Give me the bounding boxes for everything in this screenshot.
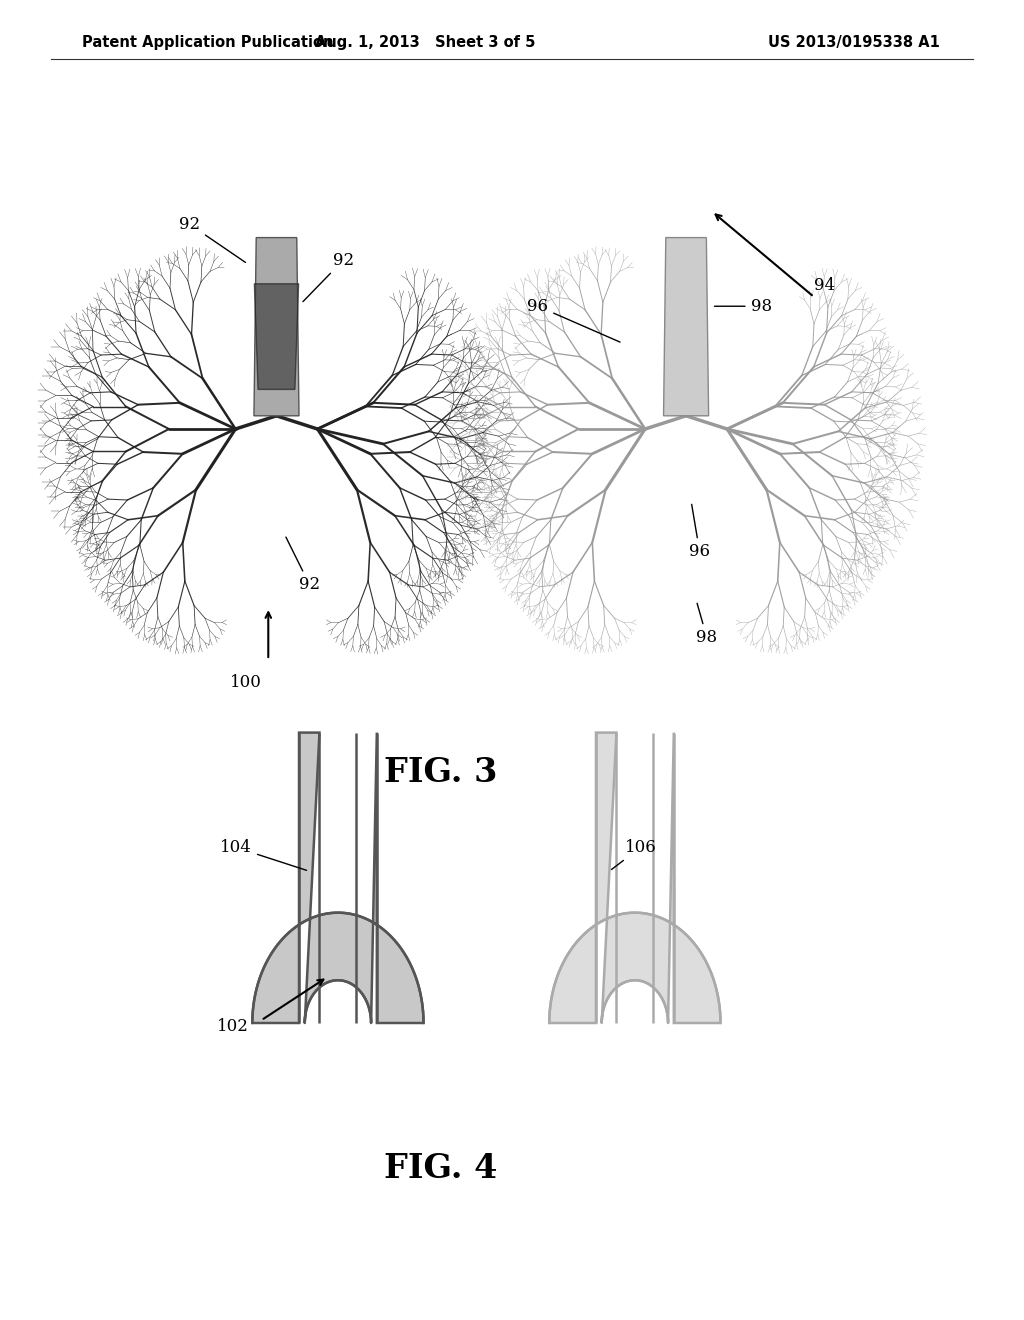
Polygon shape: [254, 238, 299, 416]
Text: 96: 96: [689, 504, 711, 560]
Text: 98: 98: [696, 603, 718, 645]
Text: 92: 92: [286, 537, 321, 593]
Text: 102: 102: [217, 1019, 249, 1035]
Text: 96: 96: [527, 298, 621, 342]
Polygon shape: [549, 733, 721, 1023]
Text: FIG. 3: FIG. 3: [384, 755, 497, 789]
Text: 94: 94: [814, 277, 836, 294]
Polygon shape: [254, 284, 299, 389]
Text: Patent Application Publication: Patent Application Publication: [82, 34, 334, 50]
Text: 92: 92: [179, 216, 246, 263]
Text: 92: 92: [303, 252, 354, 301]
Text: 104: 104: [220, 840, 306, 870]
Text: 106: 106: [611, 840, 656, 870]
Text: FIG. 4: FIG. 4: [384, 1151, 497, 1185]
Polygon shape: [664, 238, 709, 416]
Text: US 2013/0195338 A1: US 2013/0195338 A1: [768, 34, 940, 50]
Text: 100: 100: [230, 675, 262, 690]
Polygon shape: [252, 733, 424, 1023]
Text: 98: 98: [715, 298, 772, 314]
Text: Aug. 1, 2013   Sheet 3 of 5: Aug. 1, 2013 Sheet 3 of 5: [314, 34, 536, 50]
